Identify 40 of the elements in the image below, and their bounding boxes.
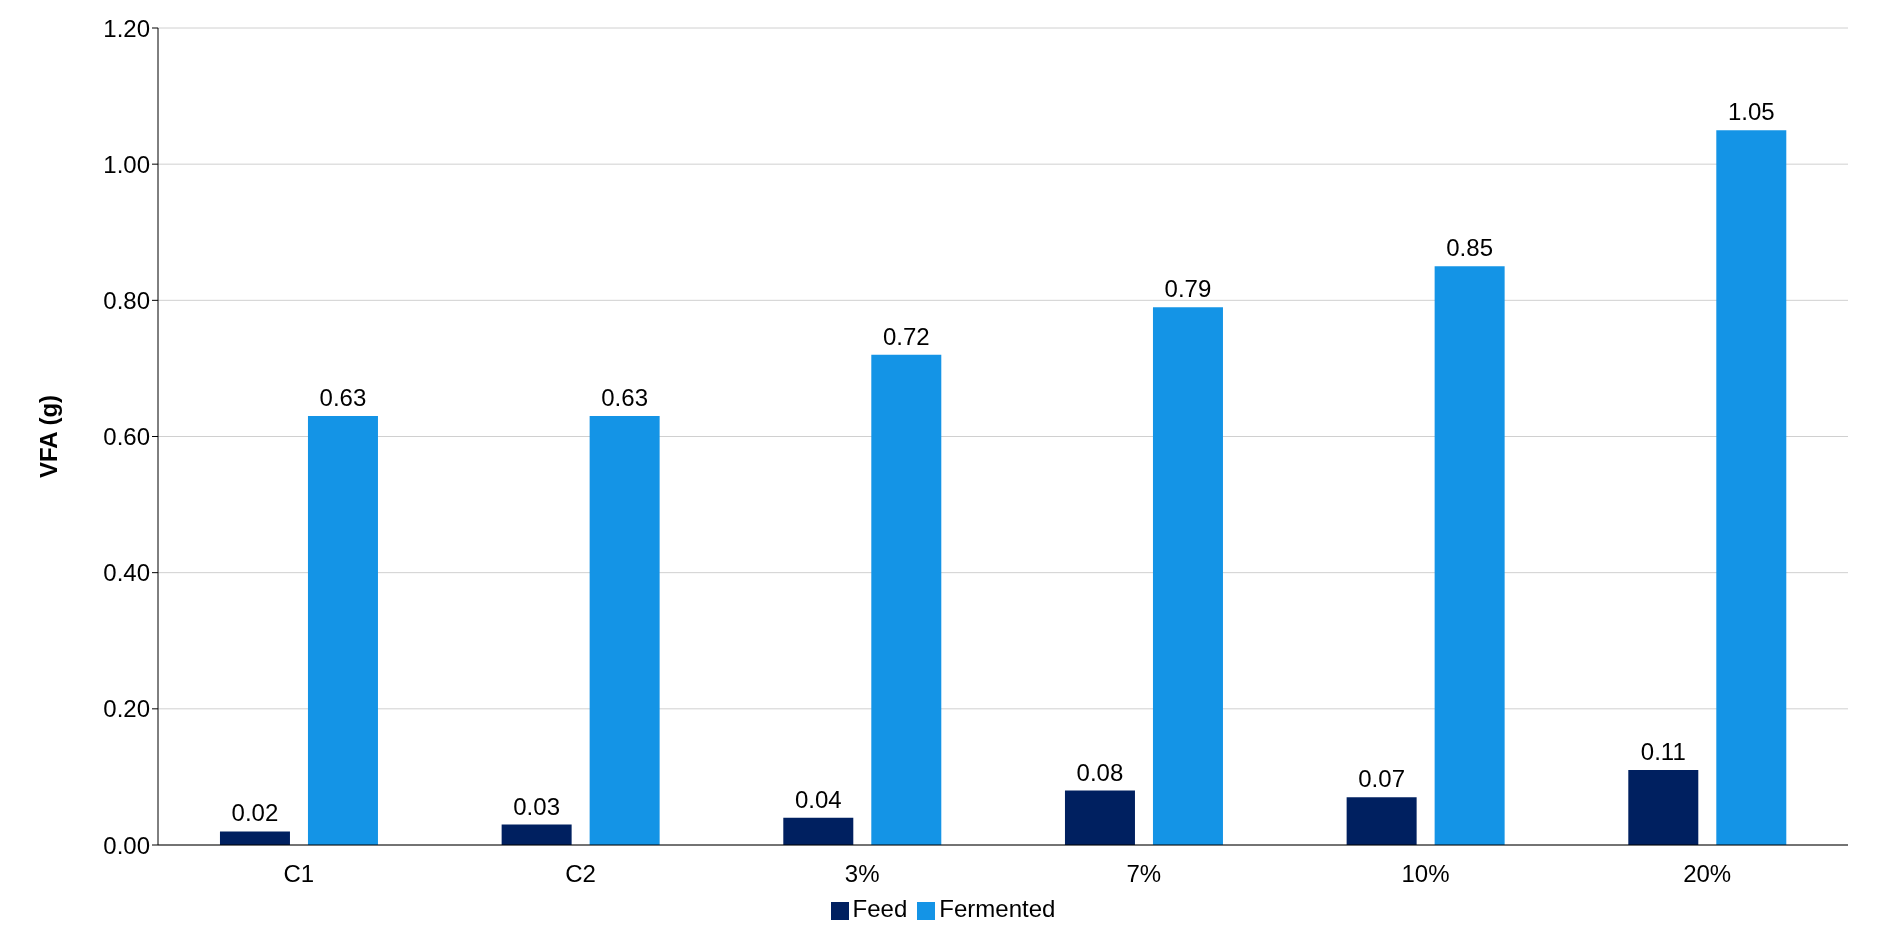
data-label: 0.04 [794,785,842,813]
bar [307,416,378,845]
y-tick-label: 1.20 [103,14,150,42]
bar [1064,790,1135,845]
data-label: 0.79 [1164,275,1212,303]
data-label: 0.11 [1640,738,1686,766]
bar [1628,770,1699,845]
bar [219,831,290,845]
x-tick-label: 7% [1126,860,1162,888]
x-tick-label: 3% [844,860,880,888]
x-tick-label: 20% [1683,860,1732,888]
y-axis-title: VFA (g) [34,394,62,479]
bar [1434,266,1505,845]
x-tick-label: 10% [1401,860,1450,888]
y-tick-label: 0.20 [103,695,150,723]
data-label: 0.63 [601,384,648,412]
bar [1346,797,1417,845]
bar [871,354,942,845]
x-tick-label: C2 [565,860,596,888]
bar [1716,130,1787,845]
data-label: 0.03 [513,792,560,820]
data-label: 0.08 [1076,758,1124,786]
y-tick-label: 1.00 [103,150,150,178]
data-label: 0.72 [882,322,930,350]
y-tick-label: 0.60 [103,423,150,451]
data-label: 0.63 [319,384,367,412]
y-tick-label: 0.40 [103,559,150,587]
data-label: 0.07 [1358,765,1405,793]
bar [1152,307,1223,845]
legend-label: Feed [852,895,908,922]
data-label: 1.05 [1727,98,1775,126]
y-tick-label: 0.00 [103,831,150,859]
data-label: 0.02 [231,799,279,827]
data-label: 0.85 [1446,234,1493,262]
bar [501,824,572,845]
legend-label: Fermented [939,895,1056,922]
x-tick-label: C1 [283,860,315,888]
bar [783,817,854,845]
y-tick-label: 0.80 [103,286,150,314]
bar [589,416,660,845]
